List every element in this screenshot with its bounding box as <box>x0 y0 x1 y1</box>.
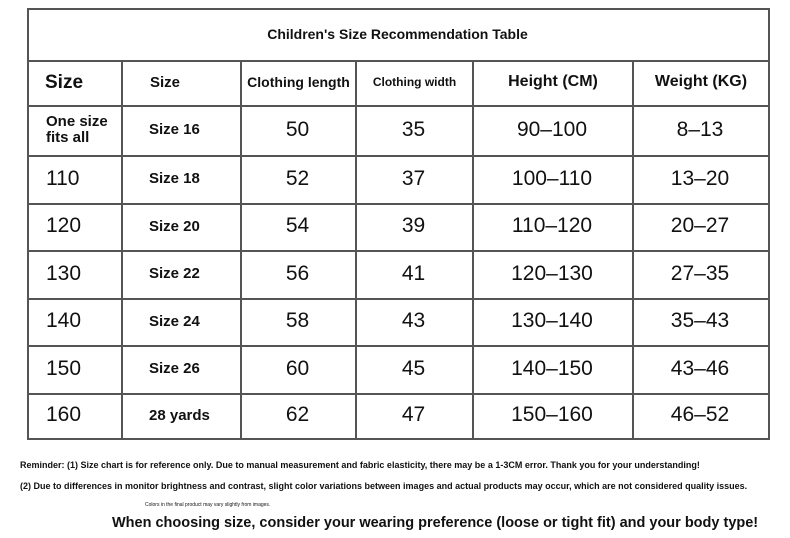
table-cell: 150–160 <box>511 403 593 427</box>
table-cell: 130 <box>46 261 82 285</box>
col-line <box>240 60 242 438</box>
table-cell: 130–140 <box>511 309 593 333</box>
table-cell: 45 <box>401 356 426 380</box>
table-cell: 43–46 <box>670 356 730 380</box>
row-line <box>27 393 770 395</box>
header-cell: Size <box>45 71 84 93</box>
table-cell: 110–120 <box>511 214 593 238</box>
row-line <box>27 105 770 107</box>
table-cell: 28 yards <box>149 406 210 424</box>
note: Colors in the final product may vary sli… <box>145 502 271 508</box>
table-cell: 35–43 <box>670 309 730 333</box>
col-line <box>472 60 474 438</box>
table-cell: 13–20 <box>670 166 730 190</box>
table-cell: 60 <box>285 356 310 380</box>
table-cell: 110 <box>46 166 80 190</box>
table-cell: 120 <box>46 214 82 238</box>
note: When choosing size, consider your wearin… <box>112 515 759 531</box>
table-cell: 46–52 <box>670 403 730 427</box>
note: (2) Due to differences in monitor bright… <box>20 481 748 491</box>
table-cell: 52 <box>285 166 310 190</box>
row-line <box>27 155 770 157</box>
table-cell: 62 <box>285 403 310 427</box>
col-line <box>768 8 770 438</box>
header-cell: Clothing width <box>372 75 457 90</box>
table-cell: 39 <box>401 214 426 238</box>
table-cell: 8–13 <box>676 117 724 141</box>
table-cell: One size fits all <box>46 113 108 146</box>
row-line <box>27 298 770 300</box>
row-line <box>27 60 770 62</box>
col-line <box>27 8 29 438</box>
table-cell: Size 20 <box>149 217 200 235</box>
table-cell: 90–100 <box>516 117 588 141</box>
header-cell: Size <box>150 73 181 91</box>
table-cell: 160 <box>46 403 82 427</box>
table-cell: Size 22 <box>149 265 200 283</box>
table-cell: 43 <box>401 309 426 333</box>
row-line <box>27 345 770 347</box>
header-cell: Height (CM) <box>508 73 598 91</box>
col-line <box>632 60 634 438</box>
row-line <box>27 8 770 10</box>
col-line <box>121 60 123 438</box>
header-cell: Clothing length <box>247 74 350 91</box>
table-cell: 54 <box>285 214 310 238</box>
table-cell: Size 24 <box>149 312 200 330</box>
table-cell: Size 16 <box>149 121 200 139</box>
table-cell: 56 <box>285 261 310 285</box>
table-cell: 150 <box>46 356 82 380</box>
note: Reminder: (1) Size chart is for referenc… <box>20 460 700 470</box>
table-cell: 140–150 <box>511 356 593 380</box>
row-line <box>27 203 770 205</box>
table-title: Children's Size Recommendation Table <box>267 25 528 42</box>
table-cell: 47 <box>401 403 426 427</box>
table-cell: 100–110 <box>511 166 593 190</box>
table-cell: 35 <box>401 117 426 141</box>
table-cell: 27–35 <box>670 261 730 285</box>
table-cell: 41 <box>401 261 426 285</box>
table-cell: Size 18 <box>149 170 200 188</box>
table-cell: 120–130 <box>511 261 593 285</box>
row-line <box>27 438 770 440</box>
table-cell: 140 <box>46 309 82 333</box>
row-line <box>27 250 770 252</box>
table-cell: 50 <box>285 117 310 141</box>
table-cell: Size 26 <box>149 360 200 378</box>
table-cell: 37 <box>401 166 426 190</box>
header-cell: Weight (KG) <box>654 73 748 91</box>
table-cell: 20–27 <box>670 214 730 238</box>
col-line <box>355 60 357 438</box>
table-cell: 58 <box>285 309 310 333</box>
